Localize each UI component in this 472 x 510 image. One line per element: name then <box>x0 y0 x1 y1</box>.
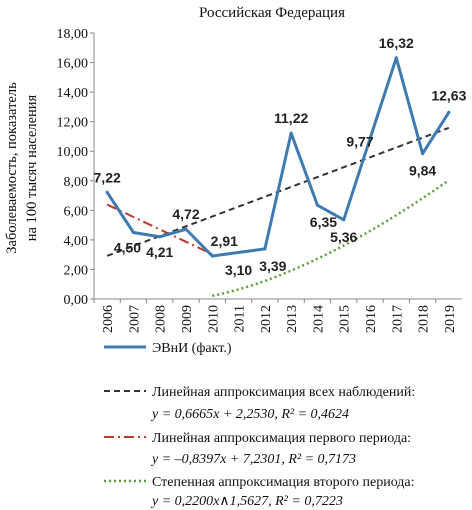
x-tick-label: 2007 <box>127 305 142 333</box>
x-tick-label: 2019 <box>443 305 458 333</box>
data-label: 3,39 <box>259 258 286 274</box>
data-series <box>105 56 451 258</box>
x-tick: 2017 <box>390 305 405 333</box>
x-tick-label: 2016 <box>364 305 379 333</box>
x-tick: 2009 <box>180 305 195 333</box>
data-point <box>315 203 320 207</box>
x-tick-label: 2011 <box>233 305 248 332</box>
data-point <box>420 151 425 156</box>
data-point <box>263 247 267 251</box>
x-tick: 2008 <box>154 305 169 333</box>
y-axis-label-line2: на 100 тысяч населения <box>24 94 40 241</box>
data-label: 11,22 <box>274 110 308 126</box>
legend-label-linear-all: Линейная аппроксимация всех наблюдений: <box>152 385 415 400</box>
data-point <box>289 131 293 135</box>
data-point <box>447 110 451 114</box>
data-label: 3,10 <box>225 262 252 278</box>
x-tick: 2006 <box>101 305 116 333</box>
y-tick-label: 14,00 <box>57 86 89 101</box>
y-tick-label: 6,00 <box>64 204 89 219</box>
x-tick: 2007 <box>127 305 142 333</box>
legend: ЭВнИ (факт.) Линейная аппроксимация всех… <box>104 341 415 509</box>
y-tick-label: 4,00 <box>64 234 89 249</box>
data-label: 4,21 <box>146 244 173 260</box>
y-ticks: 0,00 2,00 4,00 6,00 8,00 10,00 12,00 14,00 16,00… <box>57 27 94 308</box>
x-tick: 2018 <box>417 305 432 333</box>
x-tick-label: 2014 <box>311 305 326 333</box>
y-tick-label: 0,00 <box>64 293 89 308</box>
data-point <box>158 235 162 239</box>
x-tick-label: 2017 <box>390 305 405 333</box>
series-line-fact <box>105 56 451 258</box>
data-label: 9,84 <box>409 163 436 179</box>
x-tick-label: 2015 <box>338 305 353 333</box>
legend-label-linear-first: Линейная аппроксимация первого периода: <box>152 431 411 446</box>
data-label: 9,77 <box>346 134 373 150</box>
x-tick-label: 2009 <box>180 305 195 333</box>
data-label: 5,36 <box>330 229 357 245</box>
y-tick-label: 8,00 <box>64 175 89 190</box>
x-tick: 2014 <box>311 305 326 333</box>
data-label: 6,35 <box>310 214 337 230</box>
x-tick: 2013 <box>285 305 300 333</box>
x-tick: 2012 <box>259 305 274 333</box>
data-point <box>105 190 109 194</box>
data-label: 2,91 <box>211 233 238 249</box>
data-label: 12,63 <box>431 87 466 103</box>
x-tick-label: 2012 <box>259 305 274 333</box>
data-label: 7,22 <box>94 169 121 185</box>
x-tick: 2011 <box>233 305 248 332</box>
legend-equation-linear-first: y = –0,8397x + 7,2301, R² = 0,7173 <box>150 452 356 467</box>
x-tick: 2019 <box>443 305 458 333</box>
legend-label-fact: ЭВнИ (факт.) <box>152 341 232 356</box>
x-ticks: 2006 2007 2008 2009 2010 2011 2012 2013 2014 2015… <box>93 299 458 333</box>
trend-line <box>212 179 450 297</box>
x-tick-label: 2010 <box>206 305 221 333</box>
y-tick-label: 18,00 <box>57 27 89 42</box>
y-tick-label: 10,00 <box>57 145 89 160</box>
legend-label-power-second: Степенная аппроксимация второго периода: <box>152 475 415 490</box>
y-tick-label: 2,00 <box>64 263 89 278</box>
x-tick-label: 2018 <box>417 305 432 333</box>
legend-equation-linear-all: y = 0,6665x + 2,2530, R² = 0,4624 <box>150 407 349 422</box>
x-tick-label: 2008 <box>154 305 169 333</box>
y-tick-label: 12,00 <box>57 116 89 131</box>
data-label: 4,72 <box>172 206 199 222</box>
x-tick-label: 2013 <box>285 305 300 333</box>
data-point <box>394 56 398 60</box>
x-tick: 2016 <box>364 305 379 333</box>
chart-title: Российская Федерация <box>199 5 345 21</box>
data-label: 4,50 <box>114 240 141 256</box>
legend-equation-power-second: y = 0,2200x∧1,5627, R² = 0,7223 <box>150 494 343 509</box>
data-point <box>184 227 188 231</box>
x-tick: 2015 <box>338 305 353 333</box>
y-axis-label-line1: Заболеваемость, показатель <box>4 82 20 254</box>
data-labels: 7,22 4,50 4,21 4,72 2,91 3,39 11,22 6,355,36 16,… <box>94 35 467 278</box>
y-tick-label: 16,00 <box>57 57 89 72</box>
data-label: 16,32 <box>379 35 414 51</box>
data-point <box>210 254 214 258</box>
data-point <box>131 230 136 235</box>
data-point <box>342 218 346 222</box>
x-tick: 2010 <box>206 305 221 333</box>
x-tick-label: 2006 <box>101 305 116 333</box>
